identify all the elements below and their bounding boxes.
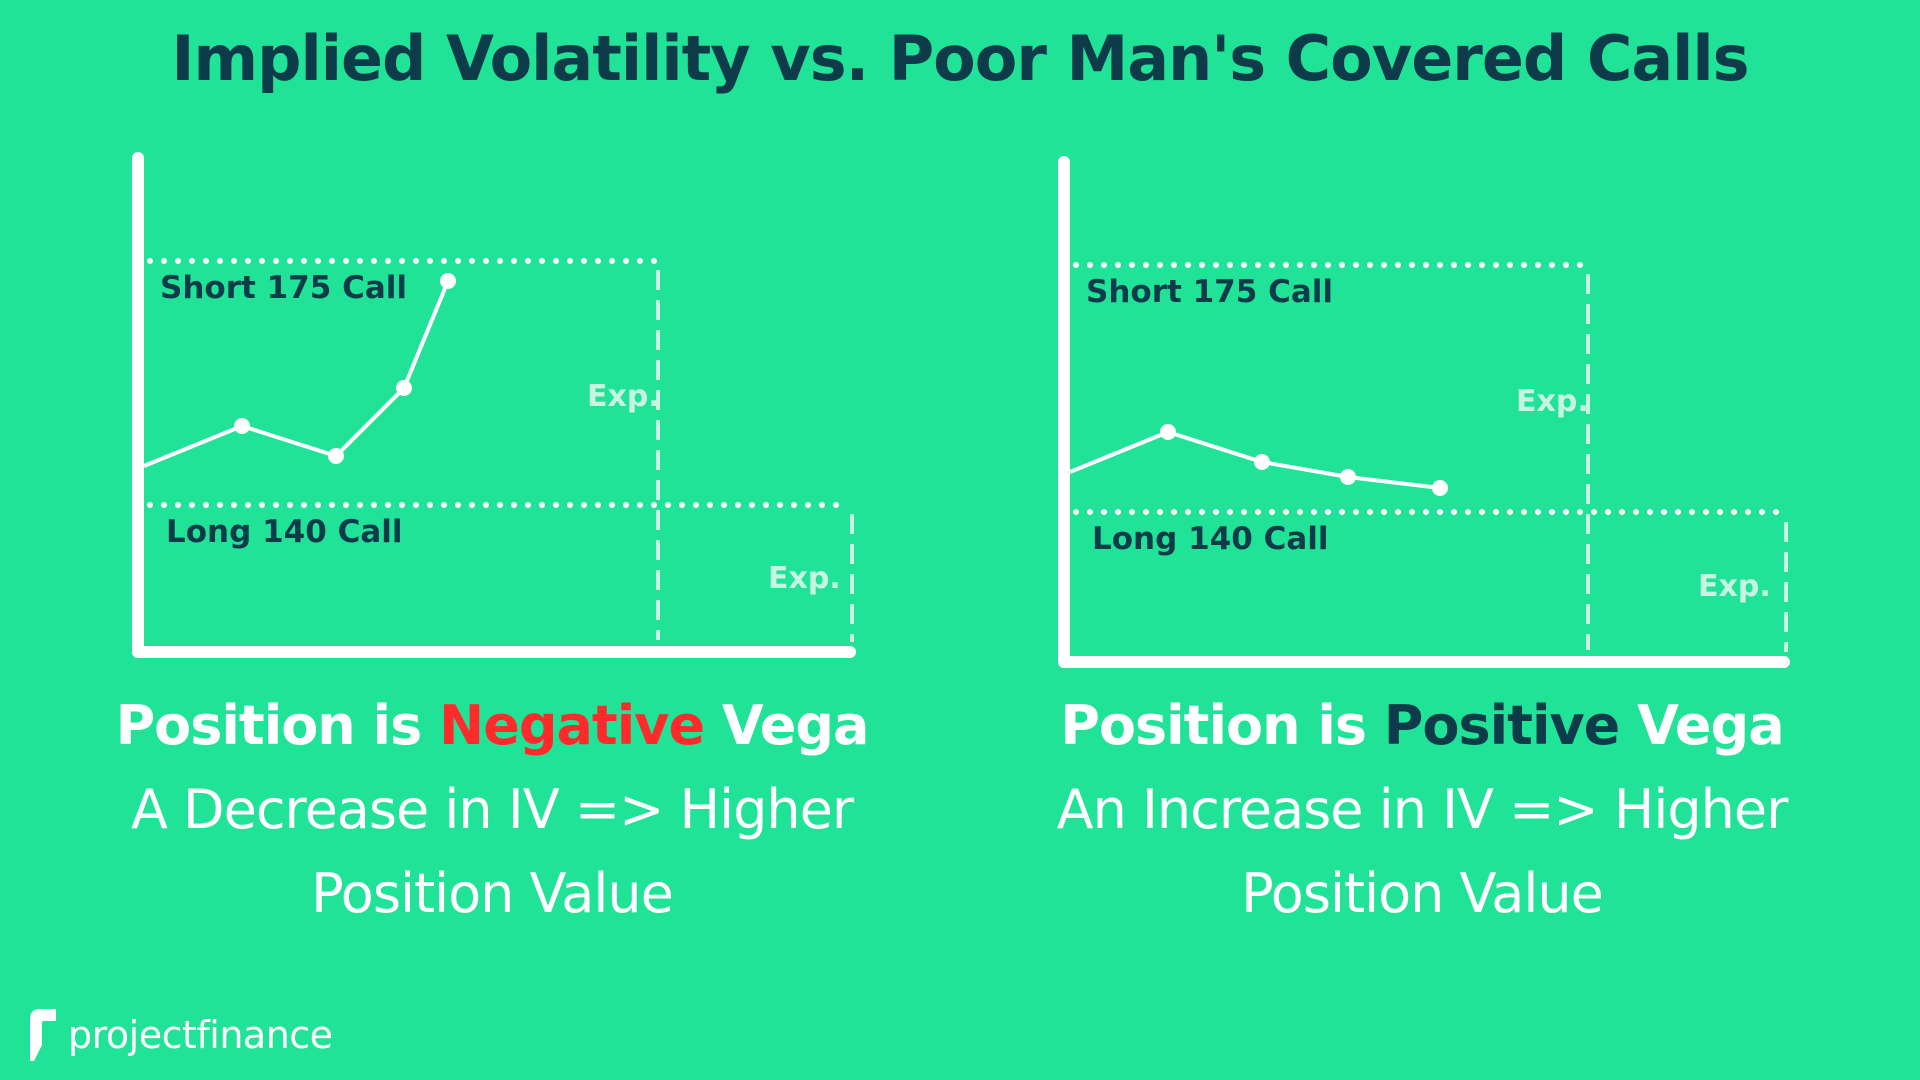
left-short-label: Short 175 Call [160,270,407,306]
left-value-path [143,280,450,468]
right-point-4 [1432,480,1448,496]
logo-text-bold: finance [196,1013,333,1057]
right-caption-highlight: Positive [1383,694,1620,757]
left-caption-suffix: Vega [704,694,870,757]
left-long-label: Long 140 Call [166,514,403,550]
left-point-2 [328,448,344,464]
page-title: Implied Volatility vs. Poor Man's Covere… [171,22,1749,95]
right-caption: Position is Positive Vega An Increase in… [992,684,1852,936]
left-point-4 [440,273,456,289]
left-caption-line3: Position Value [311,862,674,925]
right-short-label: Short 175 Call [1086,274,1333,310]
right-caption-prefix: Position is [1060,694,1384,757]
right-point-3 [1340,469,1356,485]
right-point-1 [1160,424,1176,440]
brand-logo: projectfinance [26,1005,333,1065]
left-caption-line2: A Decrease in IV => Higher [130,778,854,841]
right-exp-label-1: Exp. [1516,384,1589,419]
right-exp-label-2: Exp. [1698,569,1771,604]
right-caption-suffix: Vega [1619,694,1785,757]
left-panel: Short 175 Call Long 140 Call Exp. Exp. [132,152,856,658]
logo-mark-icon [30,1009,56,1061]
right-panel: Short 175 Call Long 140 Call Exp. Exp. [1058,156,1790,668]
right-caption-heading: Position is Positive Vega [992,684,1852,768]
left-exp-label-2: Exp. [768,561,841,596]
right-caption-line2: An Increase in IV => Higher [1056,778,1789,841]
logo-text-light: project [68,1013,197,1057]
left-exp-label-1: Exp. [587,379,660,414]
left-point-1 [234,418,250,434]
right-caption-line3: Position Value [1241,862,1604,925]
left-point-3 [396,380,412,396]
left-caption-prefix: Position is [115,694,440,757]
right-long-label: Long 140 Call [1092,521,1329,557]
left-caption: Position is Negative Vega A Decrease in … [62,684,922,936]
left-caption-highlight: Negative [439,694,705,757]
logo-text: projectfinance [68,1013,333,1057]
right-point-2 [1254,454,1270,470]
left-caption-heading: Position is Negative Vega [62,684,922,768]
